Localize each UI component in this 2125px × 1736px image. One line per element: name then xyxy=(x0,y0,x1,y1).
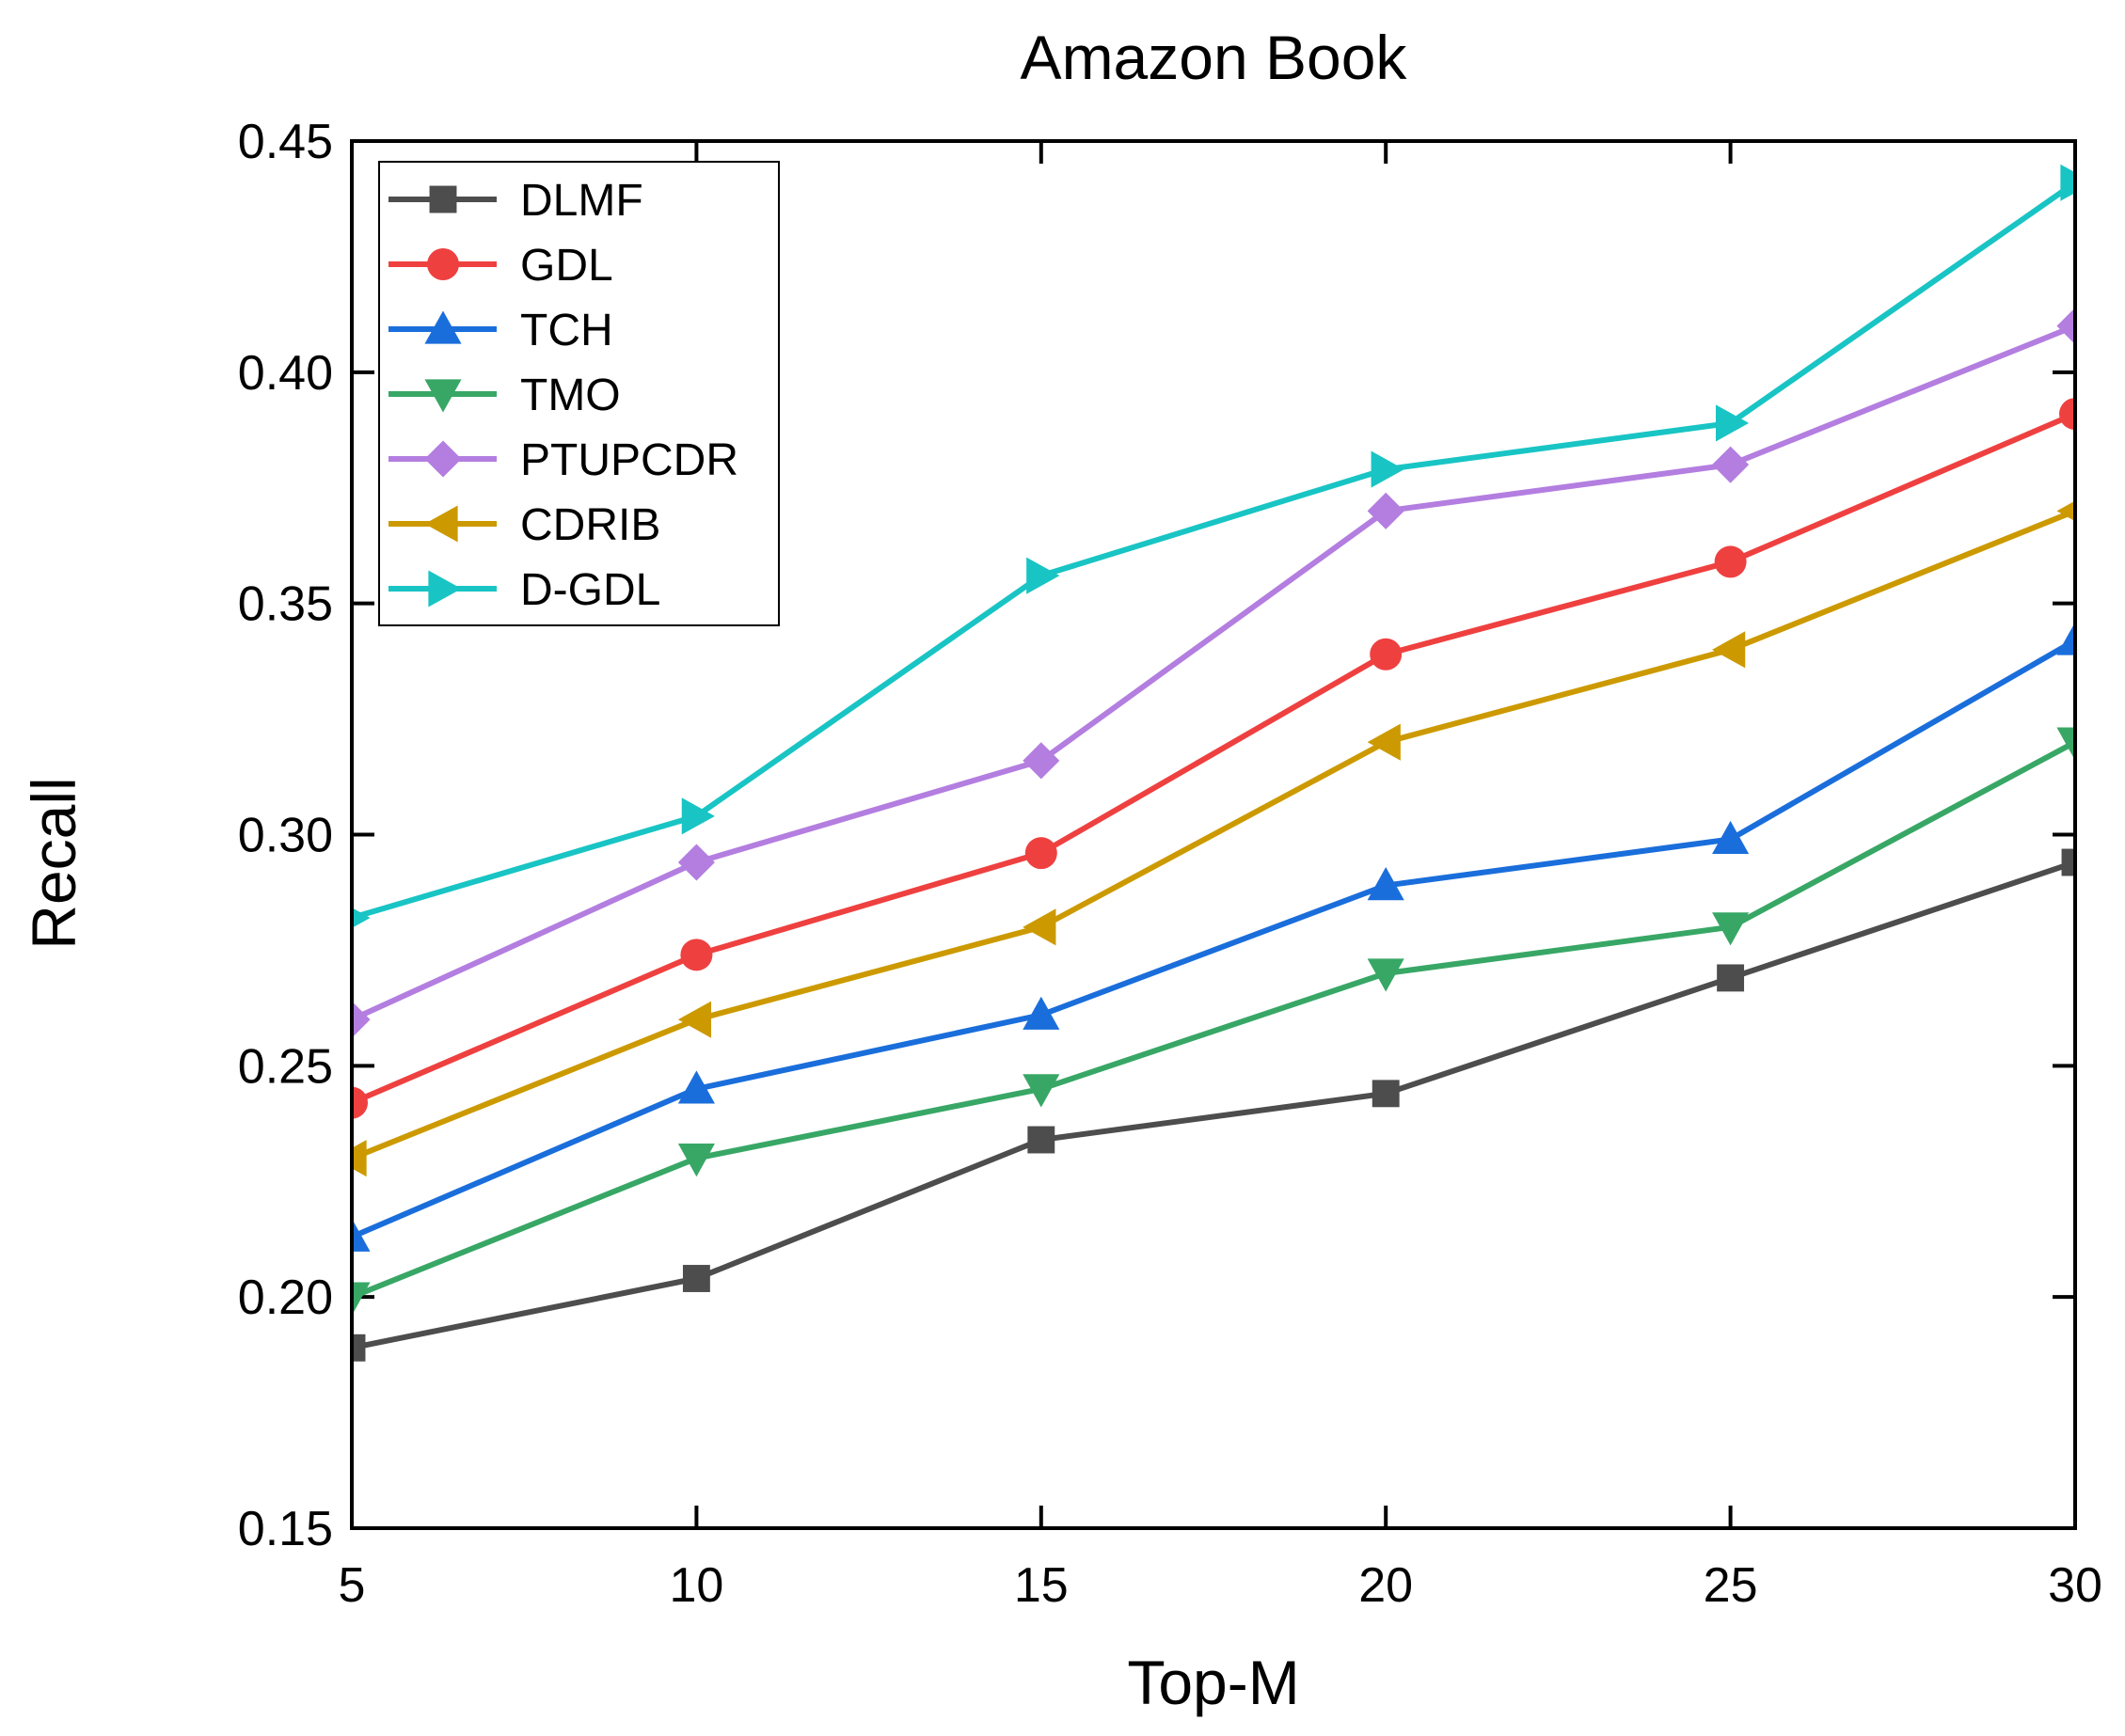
legend-marker-d-gdl xyxy=(428,570,462,608)
y-tick-label: 0.25 xyxy=(238,1039,333,1094)
data-point-cdrib xyxy=(1367,723,1401,761)
series-line-ptupcdr xyxy=(352,323,2075,1022)
series-d-gdl xyxy=(352,164,2075,928)
series-line-cdrib xyxy=(352,508,2075,1161)
data-point-ptupcdr xyxy=(1367,492,1404,529)
plot-frame xyxy=(350,139,2077,1530)
x-axis-title: Top-M xyxy=(1127,1648,1299,1717)
legend-item-tmo: TMO xyxy=(389,371,621,420)
data-point-cdrib xyxy=(1023,908,1056,946)
legend-label: PTUPCDR xyxy=(520,435,738,485)
x-tick-label: 30 xyxy=(2048,1558,2102,1613)
chart-title: Amazon Book xyxy=(1021,23,1408,92)
data-point-tmo xyxy=(1712,912,1750,946)
legend-item-cdrib: CDRIB xyxy=(389,500,660,550)
series-line-tmo xyxy=(352,739,2075,1300)
data-point-dlmf xyxy=(1372,1080,1400,1108)
data-point-tmo xyxy=(1023,1074,1060,1108)
y-tick-label: 0.35 xyxy=(238,577,333,632)
legend-label: TCH xyxy=(520,306,613,355)
data-point-d-gdl xyxy=(681,797,715,835)
data-point-tch xyxy=(2056,622,2075,655)
data-point-cdrib xyxy=(352,1140,367,1177)
legend-item-tch: TCH xyxy=(389,306,613,355)
series-cdrib xyxy=(352,500,2075,1177)
data-point-gdl xyxy=(680,939,713,971)
data-point-d-gdl xyxy=(1715,404,1750,442)
y-tick-label: 0.40 xyxy=(238,346,333,401)
legend-marker-cdrib xyxy=(424,505,458,543)
series-line-dlmf xyxy=(352,860,2075,1351)
legend-item-d-gdl: D-GDL xyxy=(389,565,660,615)
series-line-tch xyxy=(352,638,2075,1240)
legend-label: D-GDL xyxy=(520,565,660,615)
plot-area: 5 10 15 20 25 30 0.15 0.20 0.25 0.30 0.35 0.40 0.45 xyxy=(238,115,2102,1613)
data-point-dlmf xyxy=(1717,964,1745,992)
y-axis-title: Recall xyxy=(19,777,88,949)
legend-item-ptupcdr: PTUPCDR xyxy=(389,435,738,485)
y-tick-label: 0.20 xyxy=(238,1270,333,1325)
data-point-ptupcdr xyxy=(1712,446,1750,483)
legend-marker-tmo xyxy=(424,379,462,413)
legend-marker-dlmf xyxy=(429,185,457,213)
legend-item-gdl: GDL xyxy=(389,241,613,291)
data-point-tch xyxy=(352,1218,371,1252)
data-point-gdl xyxy=(1370,638,1403,671)
legend-label: DLMF xyxy=(520,176,643,226)
data-point-tch xyxy=(1023,996,1060,1030)
data-point-dlmf xyxy=(352,1334,366,1362)
data-point-ptupcdr xyxy=(352,1001,371,1038)
series-dlmf xyxy=(352,848,2075,1362)
legend-label: CDRIB xyxy=(520,500,660,550)
legend: DLMF GDL TCH TMO PTUPCDR CDRIB D-GDL xyxy=(378,161,780,626)
data-point-tmo xyxy=(2056,727,2075,761)
legend-item-dlmf: DLMF xyxy=(389,176,643,226)
data-point-cdrib xyxy=(677,1001,712,1038)
y-tick-label: 0.15 xyxy=(238,1502,333,1556)
data-point-ptupcdr xyxy=(2056,308,2075,345)
legend-label: TMO xyxy=(520,371,621,420)
data-point-d-gdl xyxy=(1026,557,1060,594)
data-point-gdl xyxy=(2059,398,2075,431)
series-gdl xyxy=(352,398,2075,1119)
data-point-tmo xyxy=(677,1144,715,1177)
legend-marker-ptupcdr xyxy=(424,440,462,478)
series-line-gdl xyxy=(352,411,2075,1106)
data-point-tmo xyxy=(1367,958,1404,992)
y-tick-label: 0.30 xyxy=(238,809,333,863)
x-tick-label: 20 xyxy=(1358,1558,1413,1613)
data-point-gdl xyxy=(1024,837,1057,870)
series-line-d-gdl xyxy=(352,180,2075,921)
data-point-tch xyxy=(677,1070,715,1104)
data-point-dlmf xyxy=(2061,848,2075,876)
series-ptupcdr xyxy=(352,308,2075,1038)
legend-marker-tch xyxy=(424,310,462,344)
data-point-tmo xyxy=(352,1282,371,1316)
data-point-cdrib xyxy=(2056,500,2075,522)
data-point-d-gdl xyxy=(352,907,371,928)
data-point-cdrib xyxy=(1712,631,1746,669)
data-point-tch xyxy=(1712,820,1750,855)
series-tmo xyxy=(352,727,2075,1316)
data-point-gdl xyxy=(1714,545,1747,578)
data-point-tch xyxy=(1367,867,1404,901)
data-point-dlmf xyxy=(682,1265,710,1292)
series-tch xyxy=(352,622,2075,1252)
x-tick-label: 10 xyxy=(669,1558,723,1613)
data-point-d-gdl xyxy=(1371,450,1404,488)
x-tick-label: 25 xyxy=(1704,1558,1758,1613)
data-point-gdl xyxy=(352,1086,368,1119)
legend-label: GDL xyxy=(520,241,613,291)
data-point-dlmf xyxy=(1027,1126,1055,1154)
data-point-ptupcdr xyxy=(677,844,715,881)
data-point-d-gdl xyxy=(2060,164,2075,201)
data-point-ptupcdr xyxy=(1023,742,1060,780)
x-tick-label: 5 xyxy=(339,1558,366,1613)
legend-marker-gdl xyxy=(427,248,459,280)
y-tick-label: 0.45 xyxy=(238,115,333,169)
x-tick-label: 15 xyxy=(1014,1558,1069,1613)
